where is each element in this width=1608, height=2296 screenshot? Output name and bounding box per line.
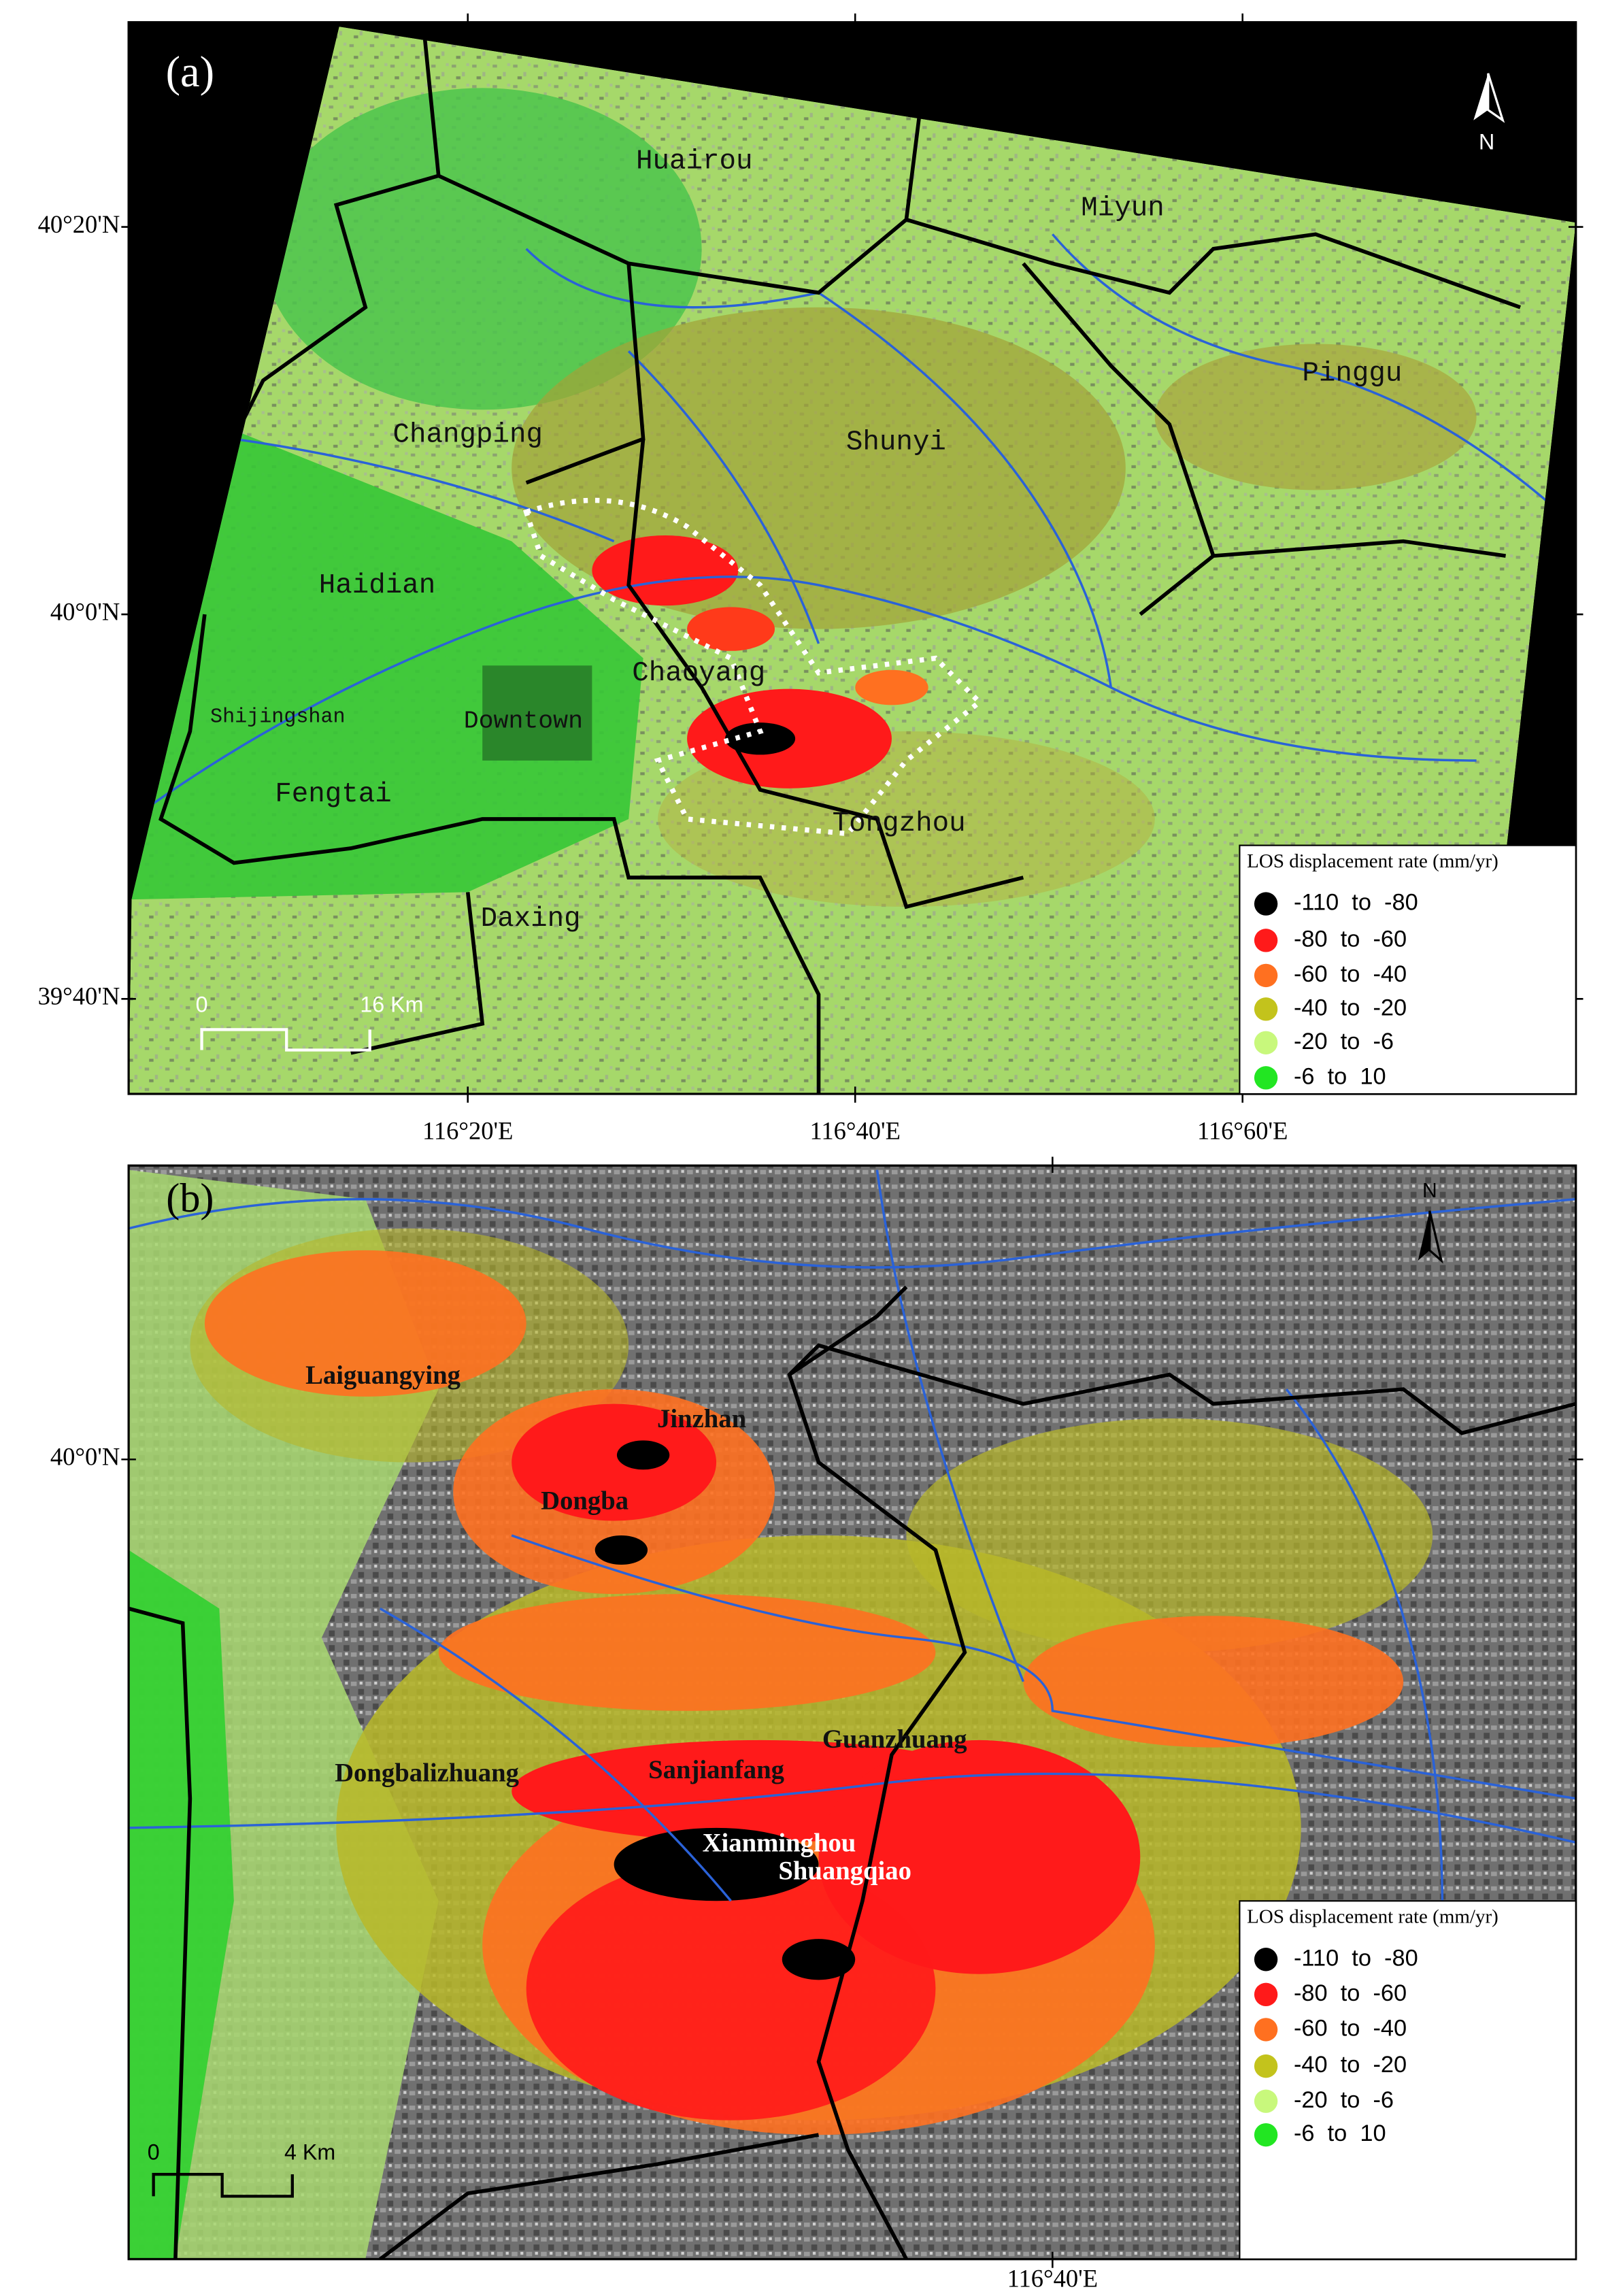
panel-a: (a) N Huairou Miyun Pinggu Changping Shu… bbox=[127, 21, 1577, 1095]
panel-label: (b) bbox=[166, 1176, 214, 1221]
lat-tick-label: 40°0'N bbox=[50, 597, 120, 625]
map-a bbox=[129, 27, 1576, 1094]
lon-tick-label: 116°60'E bbox=[1197, 1116, 1288, 1144]
place-label: Guanzhuang bbox=[822, 1725, 967, 1754]
place-label: Miyun bbox=[1081, 193, 1165, 224]
legend-box bbox=[1239, 844, 1577, 1095]
lon-tick-label: 116°20'E bbox=[422, 1116, 513, 1144]
legend-title: LOS displacement rate (mm/yr) bbox=[1247, 850, 1498, 872]
legend-label: -80 to -60 bbox=[1294, 926, 1407, 952]
scale-zero: 0 bbox=[196, 993, 208, 1017]
legend: LOS displacement rate (mm/yr) -110 to -80… bbox=[1239, 1900, 1577, 2260]
legend-swatch bbox=[1254, 2123, 1278, 2147]
legend-swatch bbox=[1254, 929, 1278, 952]
lat-tick-label: 39°40'N bbox=[38, 982, 120, 1010]
legend-label: -6 to 10 bbox=[1294, 1063, 1386, 1089]
scale-zero: 0 bbox=[148, 2140, 160, 2165]
place-label: Shijingshan bbox=[210, 705, 346, 729]
panel-b: (b) N Laiguangying Jinzhan Dongba Guanzh… bbox=[127, 1164, 1577, 2261]
legend: LOS displacement rate (mm/yr) -110 to -80… bbox=[1239, 844, 1577, 1095]
north-label: N bbox=[1479, 130, 1494, 154]
scale-bar: 0 4 Km bbox=[148, 2140, 335, 2198]
scale-distance: 4 Km bbox=[284, 2140, 335, 2165]
lon-tick-label: 116°40'E bbox=[810, 1116, 901, 1144]
place-label: Dongba bbox=[541, 1487, 629, 1516]
place-label: Xianminghou bbox=[703, 1829, 856, 1857]
place-label: Shuangqiao bbox=[778, 1857, 911, 1885]
lat-tick-label: 40°0'N bbox=[50, 1443, 120, 1471]
scale-bar: 0 16 Km bbox=[196, 993, 424, 1052]
frame-border bbox=[127, 21, 1577, 1095]
place-label: Shunyi bbox=[846, 427, 946, 458]
legend-label: -60 to -40 bbox=[1294, 2015, 1407, 2041]
place-label: Sanjianfang bbox=[648, 1756, 784, 1784]
legend-box bbox=[1239, 1900, 1577, 2260]
north-label: N bbox=[1422, 1180, 1437, 1202]
north-arrow: N bbox=[1473, 73, 1505, 154]
axes: 40°20'N 40°0'N 39°40'N 116°20'E 116°40'E 116°… bbox=[38, 13, 1584, 1144]
legend-label: -20 to -6 bbox=[1294, 1029, 1394, 1054]
legend-label: -40 to -20 bbox=[1294, 995, 1407, 1020]
place-label: Fengtai bbox=[275, 779, 392, 810]
legend-swatch bbox=[1254, 1948, 1278, 1971]
place-label: Huairou bbox=[636, 146, 753, 178]
legend-swatch bbox=[1254, 997, 1278, 1021]
legend-label: -6 to 10 bbox=[1294, 2120, 1386, 2146]
place-label: Jinzhan bbox=[657, 1405, 746, 1433]
map-b bbox=[129, 1165, 1576, 2259]
legend-swatch bbox=[1254, 1066, 1278, 1090]
place-label: Daxing bbox=[481, 903, 581, 935]
lon-tick-label: 116°40'E bbox=[1007, 2264, 1098, 2292]
legend-label: -110 to -80 bbox=[1294, 1945, 1418, 1971]
legend-label: -40 to -20 bbox=[1294, 2052, 1407, 2078]
legend-swatch bbox=[1254, 1031, 1278, 1054]
legend-swatch bbox=[1254, 1982, 1278, 2007]
place-label: Tongzhou bbox=[833, 808, 966, 839]
legend-label: -60 to -40 bbox=[1294, 961, 1407, 987]
place-label: Pinggu bbox=[1302, 358, 1402, 389]
place-label: Downtown bbox=[464, 708, 583, 735]
place-label: Chaoyang bbox=[632, 658, 765, 689]
legend-swatch bbox=[1254, 2089, 1278, 2113]
scale-distance: 16 Km bbox=[360, 993, 423, 1017]
place-label: Laiguangying bbox=[305, 1361, 460, 1390]
panel-label: (a) bbox=[166, 48, 215, 96]
place-label: Changping bbox=[392, 420, 543, 451]
axes: 40°0'N 116°40'E bbox=[50, 1157, 1584, 2292]
legend-swatch bbox=[1254, 892, 1278, 916]
legend-swatch bbox=[1254, 2054, 1278, 2078]
legend-label: -20 to -6 bbox=[1294, 2087, 1394, 2113]
frame-border bbox=[127, 1164, 1577, 2261]
lat-tick-label: 40°20'N bbox=[38, 210, 120, 238]
legend-label: -80 to -60 bbox=[1294, 1980, 1407, 2006]
legend-label: -110 to -80 bbox=[1294, 890, 1418, 916]
legend-swatch bbox=[1254, 2018, 1278, 2042]
place-label: Haidian bbox=[319, 570, 436, 601]
place-label: Dongbalizhuang bbox=[335, 1759, 519, 1787]
legend-swatch bbox=[1254, 963, 1278, 988]
legend-title: LOS displacement rate (mm/yr) bbox=[1247, 1906, 1498, 1928]
